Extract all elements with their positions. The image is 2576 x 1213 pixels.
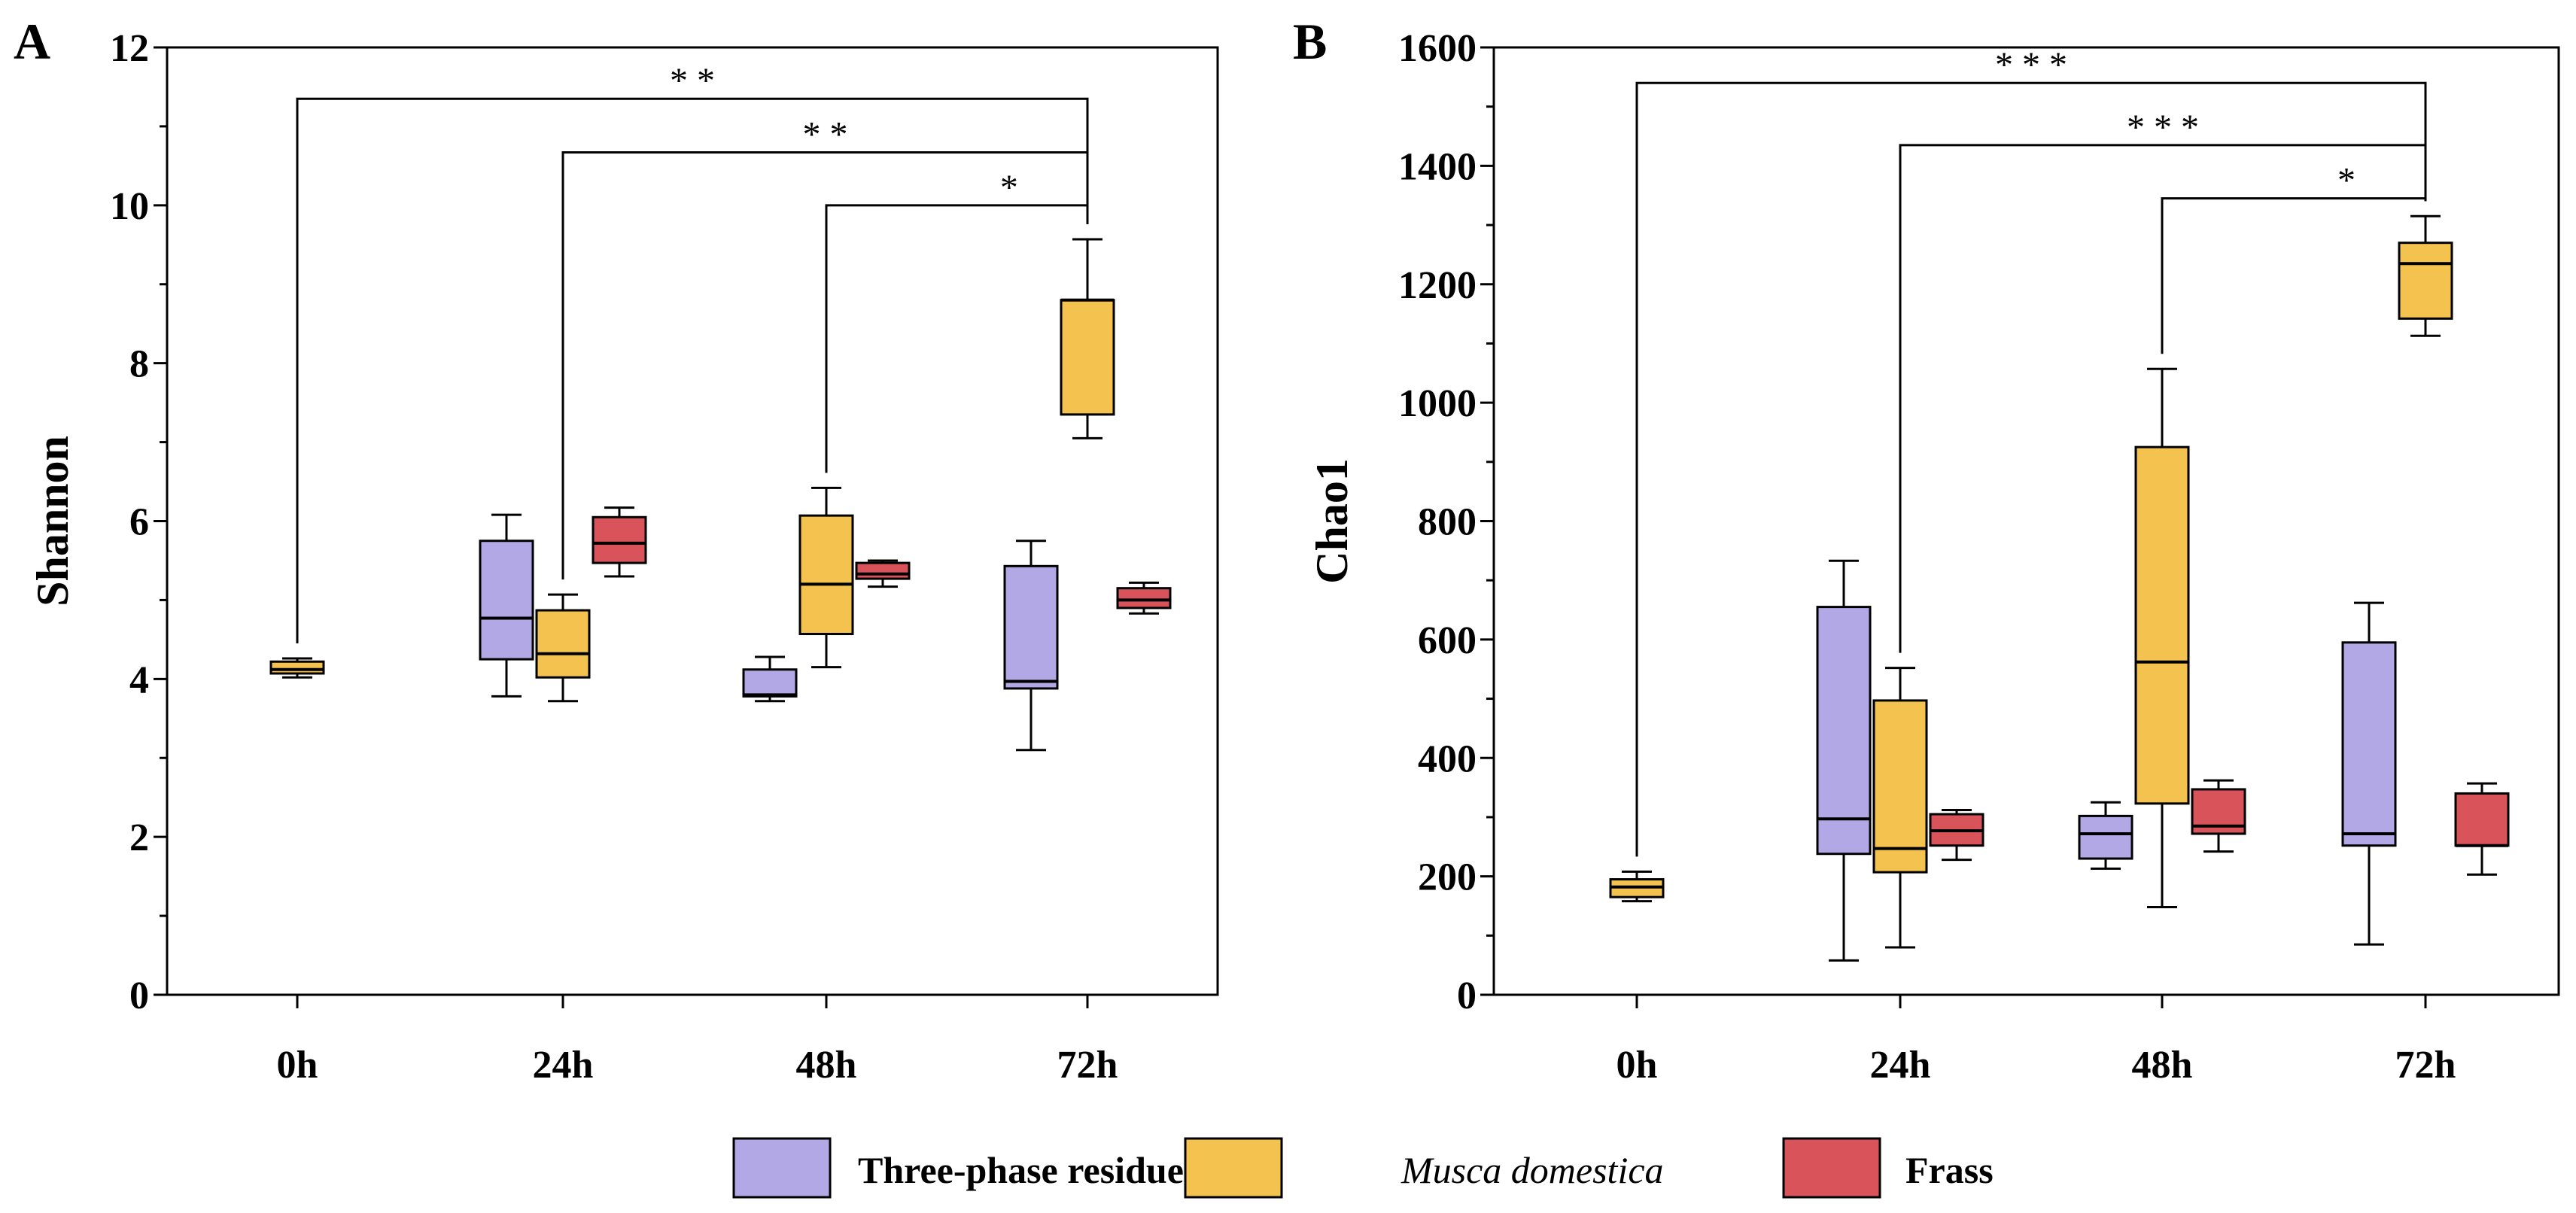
y-axis-title: Shannon [28,436,78,606]
y-axis-title: Chao1 [1307,458,1357,584]
bracket-line [296,97,1089,644]
significance-label: * [1000,168,1018,208]
y-tick-label: 1400 [1398,145,1477,188]
box-iqr [798,514,854,636]
x-tick-label-0h: 0h [277,1044,318,1087]
plot-frame [166,46,1219,996]
box-three-phase-residue-24h [479,513,534,698]
legend-swatch-three-phase-residue [732,1137,832,1199]
box-three-phase-residue-48h [742,655,798,703]
box-three-phase-residue-72h [1003,540,1059,752]
box-iqr [1816,606,1872,856]
legend-label-frass: Frass [1905,1149,1994,1191]
box-iqr [1060,299,1115,416]
box-frass-24h [592,506,647,578]
x-tick-label-48h: 48h [2132,1044,2193,1087]
y-tick-label: 200 [1418,856,1477,899]
panel-b: B 0 200 400 600 800 1000 1200 1400 1600 Chao1 0h 24h… [1293,13,2560,1087]
box-frass-72h [1116,581,1172,615]
significance-bracket-48h-72h: * [825,168,1089,473]
box-iqr [479,540,534,661]
bracket-line [825,204,1089,473]
y-tick-label: 1600 [1398,27,1477,70]
significance-bracket-24h-72h: * * [561,115,1089,580]
box-frass-24h [1929,808,1984,862]
box-musca-domestica-0h [269,657,325,679]
box-iqr [1872,699,1928,874]
x-tick-label-24h: 24h [533,1044,594,1087]
box-iqr [742,668,798,698]
box-musca-domestica-24h [535,593,591,703]
box-three-phase-residue-72h [2341,601,2397,946]
box-musca-domestica-72h [1060,238,1115,439]
box-three-phase-residue-24h [1816,559,1872,962]
legend-swatch-frass [1782,1137,1881,1199]
box-iqr [2341,641,2397,847]
y-tick-label: 8 [129,343,149,386]
y-tick-label: 1000 [1398,382,1477,425]
x-tick-label-48h: 48h [796,1044,857,1087]
legend-swatch-musca-domestica [1184,1137,1283,1199]
legend-label-musca-domestica: Musca domestica [1401,1149,1664,1191]
box-iqr [2454,792,2510,847]
x-tick-label-24h: 24h [1870,1044,1931,1087]
y-tick-label: 600 [1418,619,1477,662]
box-musca-domestica-72h [2398,214,2453,337]
bracket-line [561,151,1089,580]
significance-label: * * [803,115,848,155]
panel-a: A 0 2 4 6 8 10 12 Shannon 0h 24h 48h 72h * * * * * [14,13,1219,1087]
box-iqr [855,561,911,580]
significance-bracket-24h-72h: * * * [1899,108,2427,653]
y-tick-label: 1200 [1398,264,1477,307]
box-iqr [2134,445,2190,805]
plot-frame [1492,46,2560,996]
box-iqr [2398,242,2453,320]
bracket-line [1635,81,2427,857]
y-tick-label: 2 [129,816,149,859]
box-iqr [1116,587,1172,610]
significance-label: * [2337,161,2356,201]
box-three-phase-residue-48h [2078,801,2133,870]
box-iqr [269,660,325,675]
box-iqr [535,609,591,679]
box-musca-domestica-48h [798,486,854,669]
x-tick-label-72h: 72h [1057,1044,1118,1087]
x-tick-label-72h: 72h [2395,1044,2456,1087]
box-frass-48h [855,559,911,588]
y-tick-label: 800 [1418,501,1477,544]
y-tick-label: 0 [129,974,149,1017]
significance-label: * * [670,61,715,101]
y-tick-label: 6 [129,501,149,544]
box-iqr [592,515,647,564]
box-musca-domestica-24h [1872,667,1928,949]
y-tick-label: 4 [129,658,149,701]
box-frass-72h [2454,782,2510,876]
significance-bracket-0h-72h: * * * [1635,45,2427,857]
bracket-line [1899,144,2427,653]
significance-bracket-48h-72h: * [2161,161,2427,354]
panel-label: A [14,13,50,70]
y-tick-label: 0 [1457,974,1477,1017]
significance-label: * * * [1995,45,2067,85]
legend: Three-phase residue Musca domestica Fras… [732,1137,1994,1199]
x-tick-label-0h: 0h [1616,1044,1658,1087]
legend-label-three-phase-residue: Three-phase residue [858,1149,1184,1191]
box-iqr [1003,564,1059,690]
bracket-line [2161,197,2427,354]
y-tick-label: 400 [1418,737,1477,780]
significance-label: * * * [2127,108,2199,147]
y-tick-label: 10 [110,185,149,228]
box-musca-domestica-48h [2134,367,2190,909]
box-frass-48h [2191,779,2246,853]
y-tick-label: 12 [110,27,149,70]
panel-label: B [1293,13,1327,70]
significance-bracket-0h-72h: * * [296,61,1089,644]
box-iqr [2078,814,2133,860]
box-musca-domestica-0h [1609,870,1665,903]
